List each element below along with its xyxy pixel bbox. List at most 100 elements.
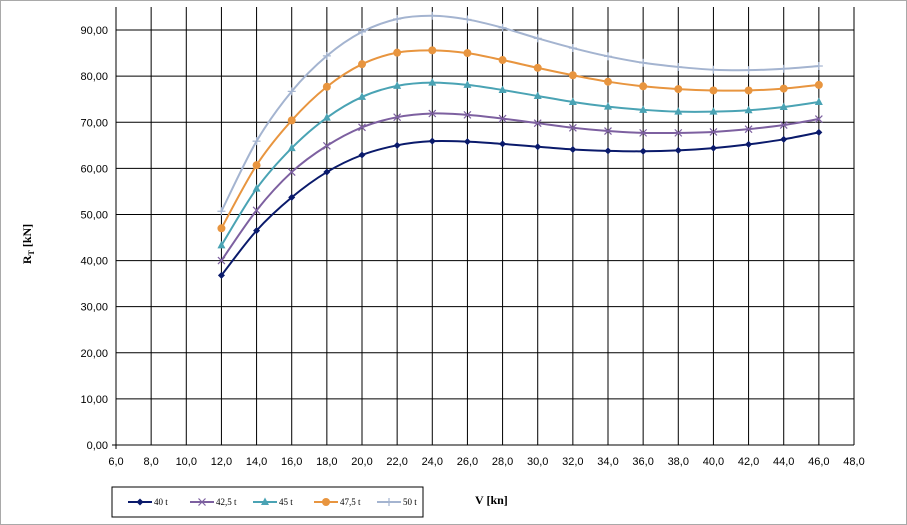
- data-point-4: [393, 14, 402, 23]
- series-line-1: [220, 112, 820, 262]
- data-point-3: [744, 86, 753, 95]
- legend-entry-2: 45 t: [253, 497, 293, 507]
- data-point-1: [709, 128, 718, 136]
- data-point-1: [674, 128, 683, 137]
- data-point-2: [604, 102, 612, 110]
- data-point-1: [428, 109, 437, 118]
- legend-entry-0: 40 t: [128, 497, 168, 507]
- x-tick-label: 30,0: [527, 456, 548, 468]
- data-point-0: [217, 271, 225, 279]
- data-point-1: [498, 114, 507, 123]
- data-point-3: [639, 82, 648, 91]
- data-point-1: [358, 123, 366, 132]
- data-point-0: [709, 144, 717, 152]
- data-point-4: [322, 51, 331, 60]
- x-tick-label: 10,0: [176, 456, 197, 468]
- legend: 40 t 42,5 t 45 t 47,5 t 50 t: [111, 486, 424, 518]
- data-point-4: [744, 66, 753, 75]
- data-point-3: [498, 56, 507, 65]
- data-point-2: [358, 92, 366, 100]
- data-point-2: [287, 143, 296, 152]
- svg-text:RT [kN]: RT [kN]: [20, 224, 36, 264]
- data-point-0: [323, 168, 331, 176]
- legend-entry-4: 50 t: [377, 497, 417, 507]
- data-point-0: [815, 128, 823, 136]
- data-point-2: [709, 107, 718, 115]
- x-tick-label: 22,0: [386, 456, 407, 468]
- data-point-4: [358, 27, 366, 36]
- data-point-2: [779, 102, 788, 111]
- y-axis-title-sub: T: [27, 250, 36, 256]
- data-point-4: [498, 23, 507, 32]
- y-tick-label: 30,00: [80, 302, 108, 314]
- y-axis-title-main: R: [20, 255, 34, 264]
- legend-label-4: 50 t: [403, 497, 417, 507]
- legend-label-0: 40 t: [154, 497, 168, 507]
- data-point-0: [569, 145, 577, 153]
- x-tick-labels: 6,0 8,0 10,0 12,0 14,0 16,0 18,0 20,0 22,0 24,0 26…: [108, 456, 864, 468]
- x-tick-label: 12,0: [211, 456, 232, 468]
- data-point-4: [779, 64, 788, 73]
- y-tick-label: 10,00: [80, 394, 108, 406]
- x-tick-label: 44,0: [773, 456, 794, 468]
- data-point-4: [533, 34, 542, 43]
- legend-label-2: 45 t: [279, 497, 293, 507]
- y-axis-title: RT [kN]: [20, 224, 36, 264]
- x-tick-label: 34,0: [597, 456, 618, 468]
- legend-marker-0: [136, 498, 144, 506]
- y-tick-label: 60,00: [80, 163, 108, 175]
- legend-label-3: 47,5 t: [340, 497, 361, 507]
- data-point-1: [463, 110, 472, 119]
- data-point-3: [533, 63, 542, 72]
- data-point-3: [393, 48, 402, 57]
- y-tick-label: 90,00: [80, 25, 108, 37]
- data-point-1: [604, 127, 612, 135]
- data-point-3: [779, 84, 788, 93]
- data-point-0: [393, 141, 401, 149]
- data-point-4: [463, 15, 472, 24]
- data-point-0: [674, 146, 682, 154]
- x-tick-label: 28,0: [492, 456, 513, 468]
- data-point-3: [463, 49, 472, 58]
- data-point-1: [252, 206, 261, 215]
- legend-marker-4: [385, 498, 393, 506]
- data-point-1: [744, 125, 753, 134]
- data-point-1: [393, 113, 402, 122]
- legend-entry-1: 42,5 t: [190, 497, 237, 507]
- data-point-0: [745, 140, 753, 148]
- data-point-4: [568, 44, 577, 53]
- data-point-2: [498, 85, 507, 93]
- x-tick-label: 6,0: [108, 456, 123, 468]
- data-point-2: [428, 78, 437, 86]
- data-point-2: [393, 81, 402, 89]
- data-point-2: [568, 97, 577, 105]
- data-point-0: [639, 147, 647, 155]
- data-point-0: [604, 147, 612, 155]
- data-point-4: [814, 62, 823, 71]
- data-point-3: [358, 60, 366, 69]
- x-tick-label: 46,0: [808, 456, 829, 468]
- data-point-2: [814, 97, 823, 105]
- y-tick-label: 50,00: [80, 209, 108, 221]
- data-point-2: [463, 80, 472, 88]
- data-point-2: [744, 105, 753, 114]
- y-tick-label: 80,00: [80, 71, 108, 83]
- x-tick-label: 32,0: [562, 456, 583, 468]
- x-tick-label: 26,0: [457, 456, 478, 468]
- legend-label-1: 42,5 t: [216, 497, 237, 507]
- data-point-4: [428, 11, 437, 20]
- x-axis-title: V [kn]: [475, 493, 508, 507]
- data-point-4: [287, 87, 296, 96]
- data-point-1: [287, 168, 296, 176]
- data-point-3: [428, 46, 437, 55]
- y-tick-labels: 0,00 10,00 20,00 30,00 40,00 50,00 60,00 70,00 8…: [80, 25, 108, 452]
- data-point-2: [533, 91, 542, 99]
- data-point-3: [709, 86, 718, 95]
- data-point-2: [252, 184, 261, 192]
- legend-marker-3: [322, 498, 330, 506]
- data-point-3: [604, 77, 612, 86]
- x-tick-label: 38,0: [668, 456, 689, 468]
- y-tick-label: 20,00: [80, 348, 108, 360]
- data-point-0: [288, 193, 296, 201]
